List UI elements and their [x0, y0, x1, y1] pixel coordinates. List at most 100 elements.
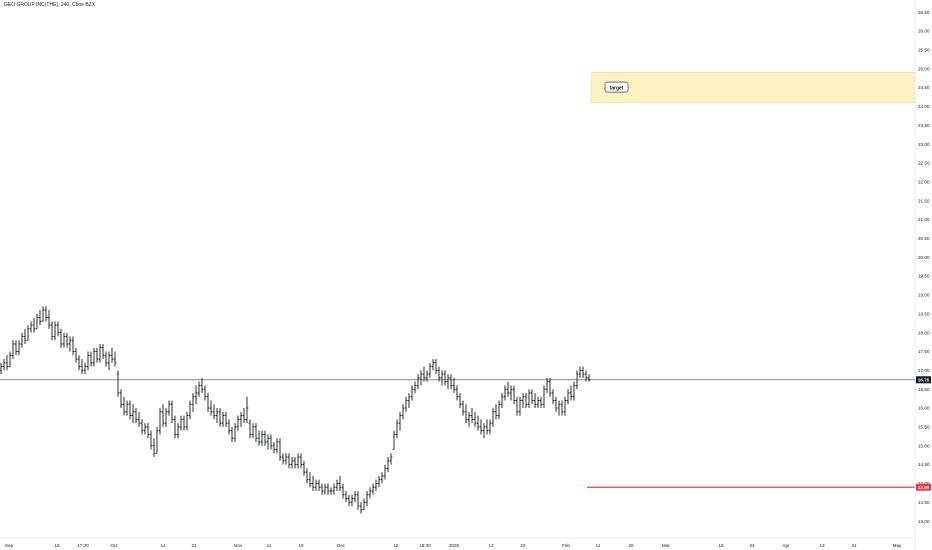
ohlc-bar — [92, 347, 96, 367]
ohlc-bar — [86, 351, 90, 371]
ohlc-bar — [50, 321, 54, 341]
ohlc-bar — [317, 479, 321, 491]
ohlc-bar — [527, 389, 531, 409]
ohlc-bar — [2, 359, 6, 371]
ohlc-bar — [83, 362, 87, 375]
y-tick-label: 13.00 — [918, 519, 930, 524]
ohlc-bar — [482, 423, 486, 439]
ohlc-bar — [515, 396, 519, 416]
ohlc-bar — [455, 385, 459, 401]
y-tick-label: 20.00 — [918, 255, 930, 260]
ohlc-bar — [152, 438, 156, 458]
ohlc-bar — [116, 370, 120, 397]
ohlc-bar — [227, 419, 231, 435]
x-tick-label: 22 — [520, 543, 526, 548]
x-tick-label: 18:30 — [419, 543, 431, 548]
ohlc-bar — [488, 419, 492, 435]
y-tick-label: 16.50 — [918, 387, 930, 392]
ohlc-bar — [476, 415, 480, 431]
x-tick-label: Mar — [662, 543, 670, 548]
x-tick-label: 19 — [298, 543, 304, 548]
x-tick-label: 13 — [819, 543, 825, 548]
ohlc-bar — [254, 423, 258, 442]
ohlc-bar — [242, 408, 246, 424]
ohlc-bar — [320, 483, 324, 495]
ohlc-bar — [431, 359, 435, 371]
y-tick-label: 19.50 — [918, 274, 930, 279]
ohlc-bar — [485, 419, 489, 435]
x-tick-label: 16 — [54, 543, 60, 548]
ohlc-bar — [449, 374, 453, 390]
ohlc-bar — [563, 396, 567, 416]
x-tick-label: 11 — [596, 543, 601, 548]
ohlc-bar — [311, 475, 315, 491]
y-tick-label: 24.50 — [918, 85, 930, 90]
ohlc-bar — [446, 374, 450, 390]
ohlc-bar — [197, 381, 201, 397]
ohlc-bar — [416, 374, 420, 390]
ohlc-bar — [494, 404, 498, 420]
stop-price-tag — [916, 483, 931, 491]
ohlc-bar — [359, 502, 363, 514]
ohlc-bar — [56, 321, 60, 337]
ohlc-bar — [158, 408, 162, 435]
ohlc-bar — [560, 400, 564, 416]
ohlc-bar — [194, 385, 198, 405]
ohlc-bar — [119, 389, 123, 409]
ohlc-bar — [230, 426, 234, 442]
ohlc-bar — [500, 392, 504, 409]
ohlc-bar — [269, 434, 273, 450]
ohlc-bar — [374, 479, 378, 491]
ohlc-bar — [173, 415, 177, 439]
ohlc-bar — [368, 487, 372, 499]
x-tick-label: Feb — [562, 543, 570, 548]
ohlc-bar — [53, 321, 57, 341]
ohlc-bar — [215, 408, 219, 424]
chart-title: GEO GROUP INC(THE), 240, Cboe BZX — [4, 2, 96, 8]
ohlc-bar — [386, 457, 390, 473]
ohlc-bar — [209, 400, 213, 416]
ohlc-bar — [263, 430, 267, 446]
ohlc-bar — [11, 340, 15, 360]
y-tick-label: 25.00 — [918, 66, 930, 71]
y-tick-label: 26.50 — [918, 10, 930, 15]
ohlc-bar — [218, 408, 222, 427]
ohlc-bar — [362, 498, 366, 511]
ohlc-bar — [434, 359, 438, 375]
y-axis[interactable]: 13.00 13.50 14.00 14.50 15.00 15.50 16.00 16.50… — [914, 0, 930, 550]
y-tick-label: 26.00 — [918, 29, 930, 34]
y-tick-label: 20.50 — [918, 236, 930, 241]
ohlc-bar — [521, 392, 525, 409]
ohlc-bar — [0, 362, 3, 375]
ohlc-bar — [125, 400, 129, 416]
ohlc-bar — [293, 457, 297, 469]
ohlc-bar — [338, 475, 342, 491]
ohlc-bar — [137, 411, 141, 427]
x-tick-label: 11 — [267, 543, 272, 548]
ohlc-bar — [551, 389, 555, 405]
ohlc-bar — [380, 472, 384, 484]
ohlc-bar — [260, 430, 264, 446]
ohlc-bar — [23, 328, 27, 344]
ohlc-bar — [353, 490, 357, 503]
ohlc-bar — [161, 404, 165, 427]
x-tick-label: Oct — [110, 543, 118, 548]
ohlc-bar — [290, 457, 294, 469]
ohlc-bar — [365, 490, 369, 507]
target-label: target — [610, 85, 624, 91]
ohlc-bar — [296, 453, 300, 469]
ohlc-bar — [332, 483, 336, 495]
ohlc-bar — [518, 396, 522, 416]
ohlc-bar — [305, 468, 309, 484]
x-tick-label: 21 — [851, 543, 857, 548]
x-tick-label: 13 — [488, 543, 494, 548]
ohlc-bars — [0, 306, 591, 514]
x-axis[interactable]: Sep 16 17:30 Oct 14 22 Nov 11 19 Dec 16 18:30 2026 13… — [0, 537, 915, 548]
ohlc-bar — [497, 400, 501, 420]
ohlc-bar — [164, 408, 168, 427]
ohlc-bar — [584, 370, 588, 382]
ohlc-bar — [212, 404, 216, 420]
ohlc-bar — [581, 366, 585, 378]
ohlc-bar — [284, 453, 288, 465]
